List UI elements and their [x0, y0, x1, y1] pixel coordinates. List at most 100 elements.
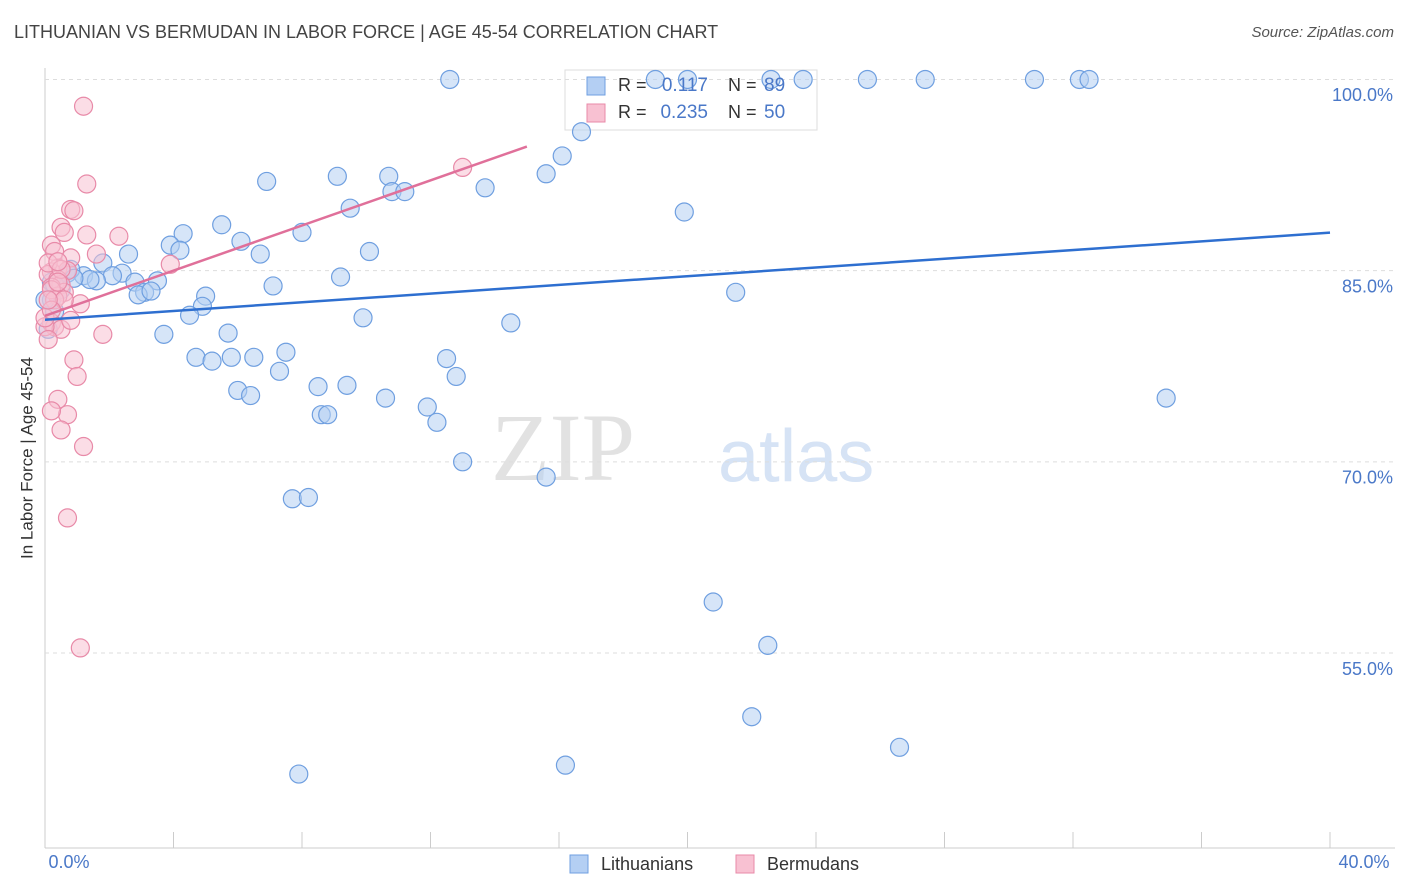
point: [77, 174, 97, 194]
point: [221, 347, 241, 367]
point: [327, 166, 347, 186]
point: [212, 215, 232, 235]
point: [48, 252, 68, 272]
point: [337, 375, 357, 395]
y-tick-label: 70.0%: [1342, 468, 1393, 488]
point: [318, 405, 338, 425]
stats-label: R =: [618, 75, 647, 95]
point: [118, 244, 139, 264]
watermark: ZIP: [491, 394, 635, 501]
point: [289, 764, 309, 784]
point: [64, 201, 84, 221]
point: [742, 707, 762, 727]
legend-label: Lithuanians: [601, 854, 693, 874]
point: [475, 178, 495, 198]
point: [170, 240, 190, 260]
point: [645, 69, 665, 90]
point: [353, 308, 373, 328]
legend-swatch: [586, 103, 606, 123]
point: [77, 225, 97, 245]
point: [38, 329, 58, 350]
point: [64, 350, 84, 370]
point: [109, 226, 129, 246]
point: [552, 146, 572, 166]
point: [70, 638, 90, 658]
point: [48, 272, 68, 292]
point: [250, 244, 270, 264]
watermark: atlas: [718, 415, 874, 498]
point: [269, 361, 290, 381]
point: [571, 122, 592, 142]
point: [141, 281, 161, 301]
point: [102, 266, 123, 286]
point: [51, 420, 71, 440]
stats-label: R =: [618, 102, 647, 122]
chart-title: LITHUANIAN VS BERMUDAN IN LABOR FORCE | …: [14, 22, 718, 42]
stats-label: N =: [728, 75, 757, 95]
point: [154, 324, 174, 344]
point: [446, 366, 466, 387]
point: [417, 397, 437, 417]
point: [80, 269, 100, 290]
point: [218, 323, 238, 343]
point: [73, 436, 94, 457]
x-tick-label: 0.0%: [48, 852, 89, 872]
point: [330, 267, 351, 287]
point: [93, 324, 113, 344]
point: [703, 592, 723, 612]
point: [86, 244, 107, 264]
legend-swatch: [586, 76, 606, 96]
stats-label: N =: [728, 102, 757, 122]
point: [889, 737, 910, 757]
point: [915, 69, 935, 90]
point: [186, 347, 206, 367]
point: [241, 385, 261, 406]
y-tick-label: 85.0%: [1342, 276, 1393, 296]
point: [359, 241, 380, 262]
point: [67, 366, 87, 387]
point: [308, 377, 328, 397]
point: [1024, 69, 1045, 90]
stats-value: 0.117: [662, 75, 708, 96]
point: [263, 276, 283, 296]
point: [793, 69, 813, 90]
point: [282, 489, 302, 509]
y-tick-label: 100.0%: [1332, 85, 1393, 105]
point: [758, 635, 778, 655]
point: [674, 202, 694, 222]
point: [436, 348, 457, 369]
stats-value: 0.235: [660, 102, 708, 123]
point: [160, 254, 180, 274]
stats-value: 89: [764, 75, 785, 96]
point: [57, 508, 78, 528]
point: [61, 310, 81, 330]
point: [536, 164, 556, 184]
point: [375, 388, 396, 408]
point: [257, 171, 277, 192]
point: [38, 290, 58, 310]
point: [536, 467, 556, 487]
point: [761, 69, 781, 90]
point: [427, 412, 447, 432]
point: [726, 282, 746, 302]
point: [73, 96, 94, 116]
point: [54, 222, 74, 243]
trend-line: [44, 145, 528, 317]
x-tick-label: 40.0%: [1338, 852, 1389, 872]
legend-label: Bermudans: [767, 854, 859, 874]
y-tick-label: 55.0%: [1342, 659, 1393, 679]
point: [501, 313, 521, 333]
point: [440, 69, 460, 90]
point: [276, 342, 296, 362]
stats-value: 50: [764, 102, 785, 123]
y-axis-label: In Labor Force | Age 45-54: [17, 357, 36, 559]
point: [202, 351, 222, 371]
point: [1079, 69, 1099, 90]
point: [453, 452, 473, 472]
point: [244, 347, 264, 367]
legend-swatch: [569, 854, 589, 874]
source: Source: ZipAtlas.com: [1251, 24, 1394, 41]
trend-line: [44, 231, 1331, 321]
point: [41, 401, 62, 421]
point: [298, 487, 319, 508]
